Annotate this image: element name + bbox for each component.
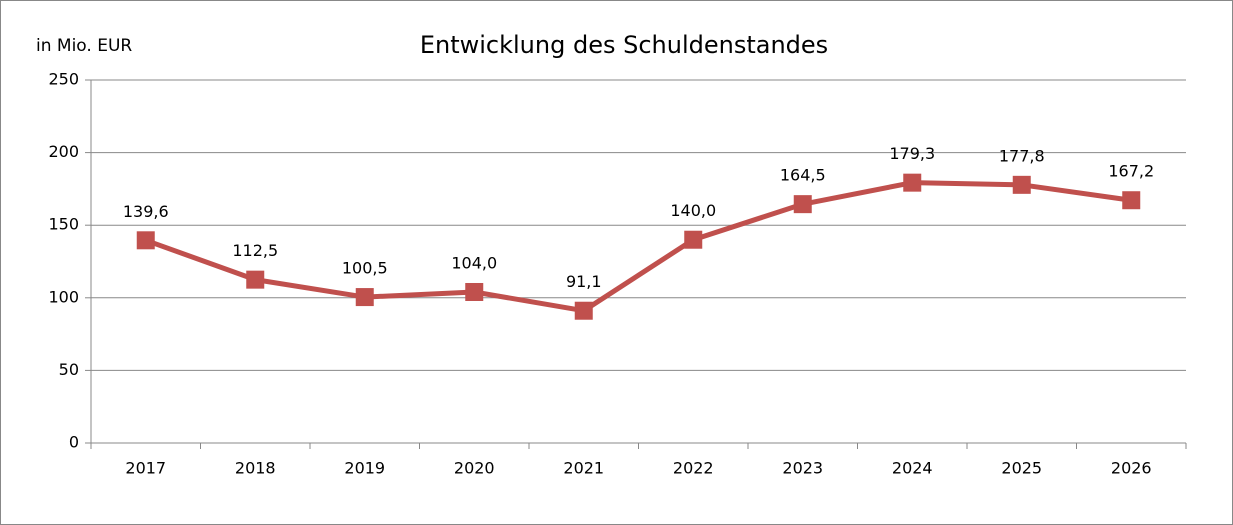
x-tick-label: 2024 bbox=[892, 459, 933, 478]
y-axis-label: in Mio. EUR bbox=[36, 36, 132, 56]
x-tick-label: 2018 bbox=[235, 459, 276, 478]
x-tick-label: 2017 bbox=[125, 459, 166, 478]
x-tick-label: 2023 bbox=[782, 459, 823, 478]
data-label: 91,1 bbox=[566, 272, 602, 291]
x-tick-label: 2022 bbox=[673, 459, 714, 478]
data-label: 104,0 bbox=[451, 253, 497, 272]
x-tick-label: 2020 bbox=[454, 459, 495, 478]
data-label: 177,8 bbox=[999, 146, 1045, 165]
data-point bbox=[684, 230, 703, 249]
y-tick-label: 150 bbox=[48, 215, 79, 234]
data-label: 140,0 bbox=[670, 201, 716, 220]
y-tick-label: 250 bbox=[48, 70, 79, 89]
data-point bbox=[246, 270, 265, 289]
data-point bbox=[1012, 175, 1031, 194]
x-tick-label: 2019 bbox=[344, 459, 385, 478]
data-label: 167,2 bbox=[1108, 162, 1154, 181]
data-point bbox=[355, 288, 374, 307]
data-label: 112,5 bbox=[232, 241, 278, 260]
data-label: 100,5 bbox=[342, 259, 388, 278]
chart-title: Entwicklung des Schuldenstandes bbox=[420, 31, 828, 59]
data-point bbox=[136, 231, 155, 250]
data-label: 164,5 bbox=[780, 166, 826, 185]
y-tick-label: 200 bbox=[48, 142, 79, 161]
x-tick-label: 2021 bbox=[563, 459, 604, 478]
data-point bbox=[574, 301, 593, 320]
x-tick-label: 2025 bbox=[1001, 459, 1042, 478]
data-point bbox=[1122, 191, 1141, 210]
data-label: 179,3 bbox=[889, 144, 935, 163]
y-tick-label: 100 bbox=[48, 287, 79, 306]
data-line bbox=[144, 180, 1132, 314]
x-tick-label: 2026 bbox=[1111, 459, 1152, 478]
data-point bbox=[903, 173, 922, 192]
data-point bbox=[465, 282, 484, 301]
y-tick-label: 50 bbox=[59, 360, 79, 379]
data-point bbox=[793, 195, 812, 214]
data-label: 139,6 bbox=[123, 202, 169, 221]
y-tick-label: 0 bbox=[69, 433, 79, 452]
